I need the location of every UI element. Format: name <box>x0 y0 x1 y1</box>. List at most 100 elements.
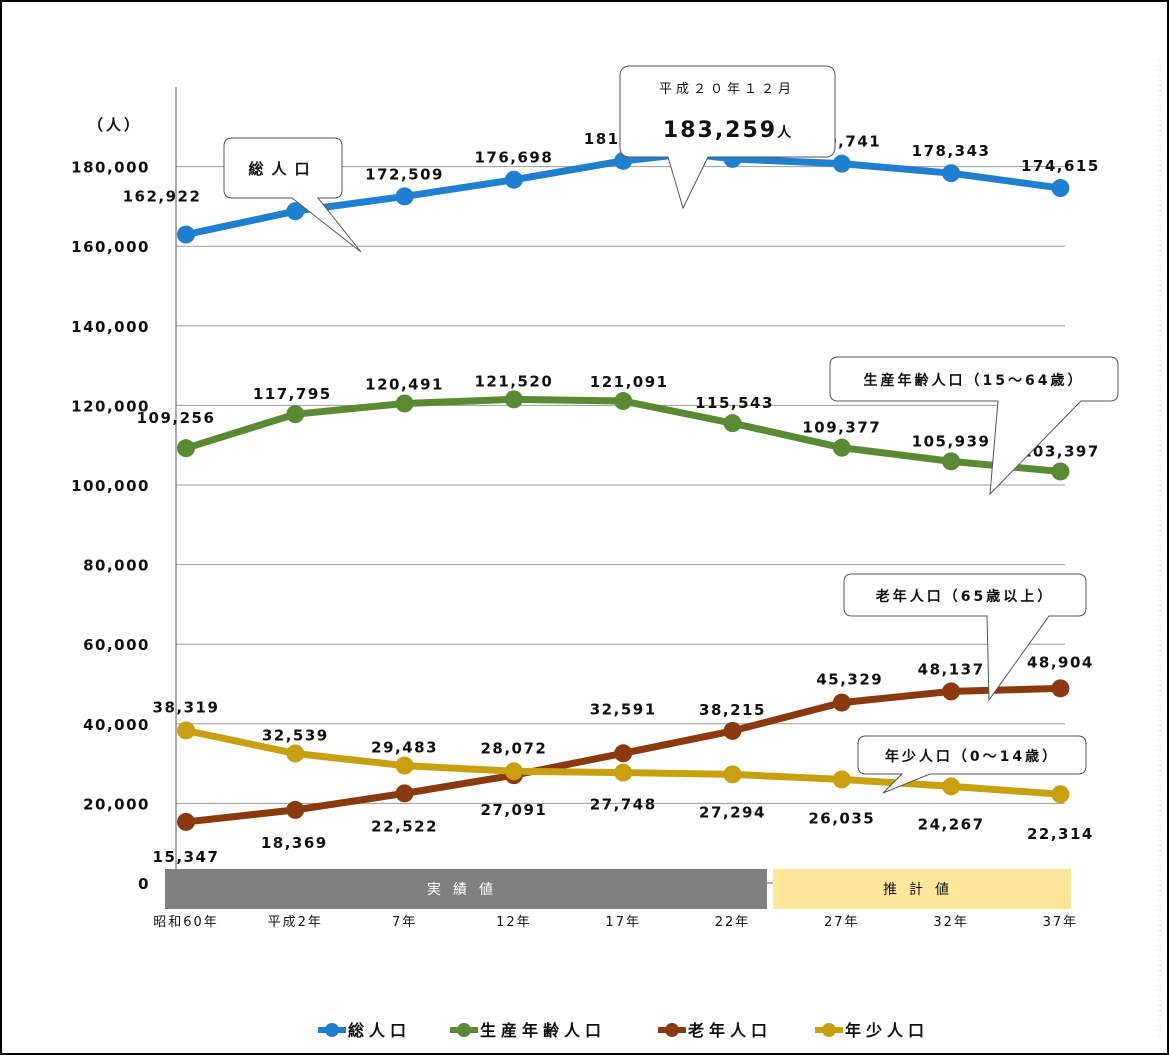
data-label: 178,343 <box>912 142 991 160</box>
legend-marker <box>325 1023 339 1037</box>
y-tick-label: 80,000 <box>83 557 150 575</box>
data-label: 32,539 <box>262 726 329 744</box>
data-label: 48,137 <box>918 660 985 678</box>
peak-value-label: 183,259人 <box>663 118 792 143</box>
legend-label: 年少人口 <box>845 1021 929 1040</box>
data-label: 120,491 <box>365 375 444 393</box>
legend-label: 総人口 <box>348 1021 411 1040</box>
x-tick-label: 37年 <box>1043 915 1079 930</box>
peak-unit: 人 <box>777 124 792 141</box>
youth-callout-box <box>857 735 1087 794</box>
data-point <box>395 756 414 775</box>
data-point <box>177 225 195 244</box>
data-point <box>614 744 633 763</box>
data-point <box>286 202 305 221</box>
data-label: 18,369 <box>261 834 328 852</box>
data-label: 32,591 <box>590 700 657 718</box>
period-label-projected: 推計値 <box>883 882 961 898</box>
data-label: 22,522 <box>371 817 438 835</box>
peak-value: 183,259 <box>663 118 777 143</box>
data-point <box>1051 679 1070 698</box>
x-tick-labels: 昭和60年 平成2年 7年 12年 17年 22年 27年 32年 37年 <box>153 915 1079 930</box>
data-point <box>832 693 851 712</box>
data-label: 103,397 <box>1021 442 1100 460</box>
legend: 総人口 生産年齢人口 老年人口 年少人口 <box>318 1021 929 1040</box>
y-tick-label: 100,000 <box>71 477 150 495</box>
data-point <box>177 721 195 740</box>
data-label: 26,035 <box>808 809 875 827</box>
data-label: 109,256 <box>137 409 216 427</box>
data-label: 162,922 <box>123 188 202 206</box>
data-label: 27,748 <box>590 796 657 814</box>
data-label: 22,314 <box>1027 825 1094 843</box>
working-callout-label: 生産年齢人口（15～64歳） <box>864 372 1085 389</box>
y-axis-unit: （人） <box>88 116 142 134</box>
total-callout-label: 総人口 <box>248 160 317 178</box>
y-tick-label: 160,000 <box>71 238 150 256</box>
legend-marker <box>822 1023 836 1037</box>
data-point <box>942 452 961 471</box>
data-label: 121,091 <box>590 373 669 391</box>
data-label: 38,215 <box>699 701 766 719</box>
x-tick-label: 32年 <box>933 915 969 930</box>
youth-callout-label: 年少人口（0～14歳） <box>885 748 1059 765</box>
x-tick-label: 22年 <box>715 915 751 930</box>
data-label: 15,347 <box>153 848 220 866</box>
data-label: 105,939 <box>912 432 991 450</box>
y-tick-label: 0 <box>138 875 150 893</box>
data-point <box>723 414 742 433</box>
data-point <box>942 682 961 701</box>
data-point <box>942 164 961 183</box>
data-label: 109,377 <box>802 419 881 437</box>
working-callout-box <box>829 356 1119 496</box>
data-point <box>1051 785 1070 804</box>
youth-callout: 年少人口（0～14歳） <box>857 735 1087 794</box>
data-label: 48,904 <box>1027 653 1094 671</box>
y-tick-label: 120,000 <box>71 397 150 415</box>
elderly-callout: 老年人口（65歳以上） <box>843 573 1087 702</box>
data-point <box>614 763 633 782</box>
legend-marker <box>457 1023 471 1037</box>
data-point <box>504 170 523 189</box>
data-point <box>832 154 851 173</box>
data-label: 174,615 <box>1021 157 1100 175</box>
data-point <box>723 721 742 740</box>
data-label: 172,509 <box>365 165 444 183</box>
data-label: 24,267 <box>918 815 985 833</box>
y-tick-label: 40,000 <box>83 716 150 734</box>
peak-date-label: 平成２０年１２月 <box>659 82 795 97</box>
data-label: 121,520 <box>474 372 553 390</box>
elderly-callout-box <box>843 573 1087 702</box>
y-tick-labels: 0 20,000 40,000 60,000 80,000 100,000 120,000 1… <box>71 159 150 893</box>
data-point <box>504 390 523 409</box>
data-label: 27,091 <box>480 801 547 819</box>
data-label: 45,329 <box>816 671 883 689</box>
data-point <box>395 187 414 206</box>
x-tick-label: 平成2年 <box>268 915 323 930</box>
data-label: 29,483 <box>371 739 438 757</box>
data-point <box>832 438 851 457</box>
peak-callout-box <box>619 65 836 210</box>
data-point <box>286 800 305 819</box>
period-bar-projected <box>773 869 1071 909</box>
legend-label: 生産年齢人口 <box>480 1021 606 1040</box>
data-point <box>177 439 195 458</box>
elderly-callout-label: 老年人口（65歳以上） <box>876 588 1054 605</box>
total-callout-box <box>223 137 362 253</box>
data-point <box>286 744 305 763</box>
data-label: 176,698 <box>474 149 553 167</box>
data-point <box>504 762 523 781</box>
data-point <box>395 784 414 803</box>
data-label: 27,294 <box>699 803 766 821</box>
data-point <box>395 394 414 413</box>
data-point <box>614 392 633 411</box>
x-tick-label: 昭和60年 <box>153 915 219 930</box>
x-tick-label: 12年 <box>496 915 532 930</box>
peak-callout: 平成２０年１２月 183,259人 <box>619 65 836 210</box>
y-tick-label: 60,000 <box>83 636 150 654</box>
y-tick-label: 180,000 <box>71 159 150 177</box>
data-point <box>723 765 742 784</box>
series-points <box>177 149 1070 831</box>
